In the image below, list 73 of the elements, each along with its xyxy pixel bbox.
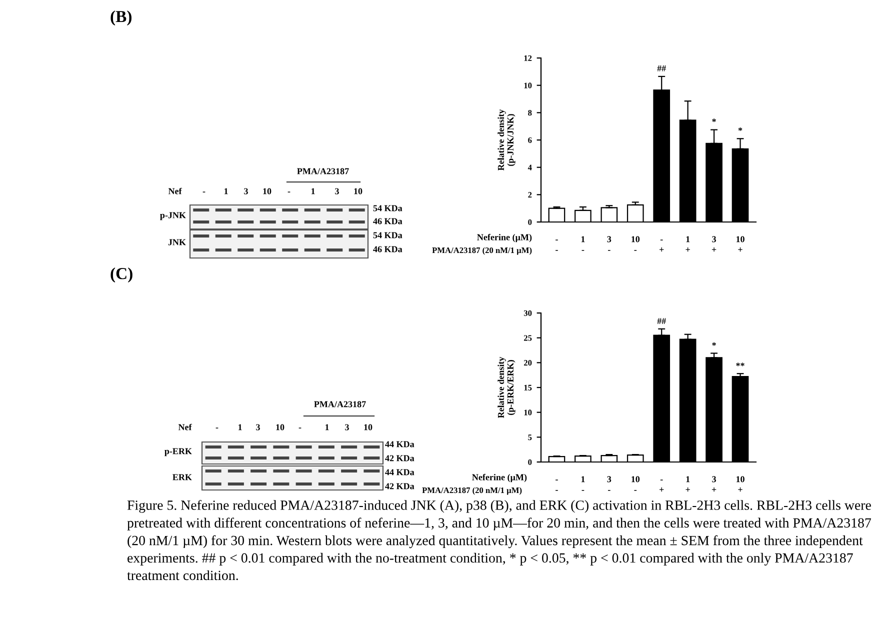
x-tick-label: 3 +	[712, 236, 716, 252]
y-tick-label: 5	[528, 434, 532, 440]
text: 3	[335, 188, 339, 194]
text: 54 KDa	[373, 205, 402, 212]
y-tick-label: 25	[524, 335, 532, 341]
x-tick-label: 10 +	[736, 476, 744, 492]
x-tick-label: 3 -	[607, 476, 612, 491]
text: JNK	[168, 239, 186, 246]
x-tick-label: - +	[660, 240, 664, 252]
text: PMA/A23187 (20 nM/1 µM)	[422, 487, 522, 495]
x-tick-label: 10 -	[632, 236, 640, 251]
annotation: **	[736, 362, 744, 366]
text: 1	[311, 188, 315, 194]
x-tick-label: - -	[556, 240, 558, 251]
annotation: ##	[657, 65, 666, 72]
caption: Figure 5. Neferine reduced PMA/A23187-induced JNK (A), p38 (B), and ERK (C) activation in RBL-2H3 cells. RBL-2H3 cells were pretreated with different concentrations of neferine—1, 3, and 10 µM—for 20 min, and then the cells were treated with PMA/A23187 (20 nM/1 µM) for 30 min. Western blots were analyzed quantitatively. Values represent the mean ± SEM from the three independent experiments. ## p < 0.01 compared with the no-treatment condition, * p < 0.05, ** p < 0.01 compared with the only PMA/A23187 treatment condition.	[127, 500, 872, 580]
text: PMA/A23187 (20 nM/1 µM)	[432, 247, 532, 255]
text: 3	[244, 188, 248, 194]
text: p-JNK	[160, 212, 186, 220]
x-tick-label: 1 -	[581, 476, 585, 491]
annotation: ##	[657, 318, 666, 324]
y-tick-label: 4	[528, 164, 532, 170]
annotation: *	[712, 118, 716, 122]
y-axis-title: Relative density (p-JNK/JNK)	[498, 109, 516, 171]
text: Neferine (µM)	[477, 234, 532, 242]
text: 1	[238, 424, 242, 430]
text: PMA/A23187	[314, 401, 366, 408]
y-tick-label: 20	[524, 360, 532, 366]
x-tick-label: 1 +	[686, 236, 690, 252]
text: 46 KDa	[373, 246, 402, 252]
annotation: *	[738, 127, 742, 131]
text: (C)	[110, 267, 132, 283]
annotation: *	[712, 342, 716, 346]
x-tick-label: 3 -	[607, 236, 612, 251]
y-tick-label: 12	[524, 55, 532, 61]
y-tick-label: 6	[528, 137, 532, 143]
x-tick-label: - +	[660, 480, 664, 492]
y-tick-label: 8	[528, 110, 532, 116]
text: 46 KDa	[373, 218, 402, 224]
text: 10	[263, 188, 272, 194]
text: 3	[256, 424, 260, 430]
y-tick-label: 10	[524, 82, 532, 88]
y-tick-label: 10	[524, 410, 532, 416]
text: ERK	[172, 474, 192, 480]
text: 42 KDa	[385, 483, 414, 490]
text: PMA/A23187	[297, 168, 349, 174]
y-axis-title: Relative density (p-ERK/ERK)	[498, 356, 516, 418]
x-tick-label: 1 +	[686, 476, 690, 492]
y-tick-label: 15	[524, 384, 532, 390]
y-tick-label: 2	[528, 192, 532, 198]
text: 1	[224, 188, 228, 194]
x-tick-label: 3 +	[712, 476, 716, 492]
text: 10	[276, 424, 284, 430]
text: 42 KDa	[385, 455, 414, 462]
text: Nef	[168, 188, 182, 194]
text: 44 KDa	[385, 469, 414, 476]
x-tick-label: 10 -	[632, 476, 640, 491]
text: p-ERK	[164, 448, 192, 456]
y-tick-label: 30	[524, 310, 532, 316]
text: 10	[364, 424, 372, 430]
text: 3	[345, 424, 349, 430]
x-tick-label: - -	[556, 480, 558, 491]
text: 10	[354, 188, 362, 194]
x-tick-label: 10 +	[736, 236, 744, 252]
y-tick-label: 0	[528, 219, 532, 225]
text: Nef	[178, 424, 192, 430]
x-tick-label: 1 -	[581, 236, 585, 251]
text: 1	[325, 424, 329, 430]
y-tick-label: 0	[528, 459, 532, 465]
text: (B)	[110, 10, 132, 26]
text: 44 KDa	[385, 441, 414, 448]
text: Neferine (µM)	[472, 474, 527, 482]
text: 54 KDa	[373, 232, 402, 238]
